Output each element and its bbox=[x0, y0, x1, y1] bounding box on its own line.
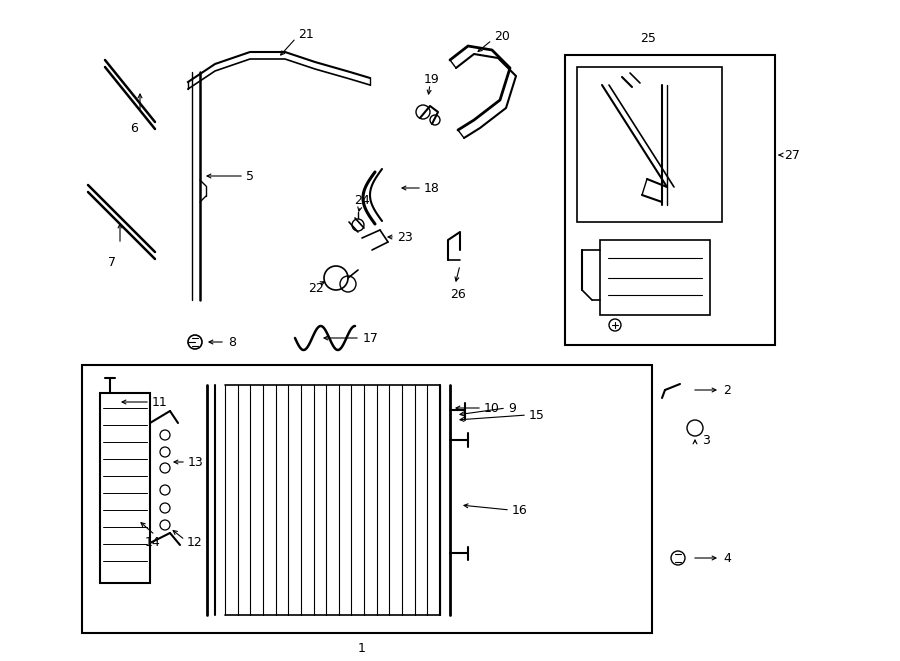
Text: 20: 20 bbox=[494, 30, 510, 42]
Text: 9: 9 bbox=[508, 401, 516, 414]
Text: 14: 14 bbox=[145, 535, 161, 549]
Text: 2: 2 bbox=[723, 383, 731, 397]
Text: 18: 18 bbox=[424, 182, 440, 194]
Text: 7: 7 bbox=[108, 256, 116, 268]
Text: 5: 5 bbox=[246, 169, 254, 182]
Bar bbox=[100, 393, 150, 583]
Text: 15: 15 bbox=[529, 408, 544, 422]
Bar bbox=[82, 365, 652, 633]
Text: 19: 19 bbox=[424, 73, 440, 85]
Bar bbox=[577, 67, 722, 222]
Text: 22: 22 bbox=[308, 282, 324, 295]
Text: 12: 12 bbox=[187, 535, 202, 549]
Text: 25: 25 bbox=[640, 32, 656, 44]
Text: 8: 8 bbox=[228, 336, 236, 348]
Text: 1: 1 bbox=[358, 641, 366, 654]
Bar bbox=[600, 240, 710, 315]
Text: 21: 21 bbox=[298, 28, 314, 40]
Text: 27: 27 bbox=[784, 149, 800, 161]
Text: 13: 13 bbox=[188, 455, 203, 469]
Text: 23: 23 bbox=[397, 231, 413, 243]
Text: 16: 16 bbox=[512, 504, 527, 516]
Text: 6: 6 bbox=[130, 122, 138, 134]
Text: 26: 26 bbox=[450, 288, 466, 301]
Bar bbox=[565, 55, 775, 345]
Text: 3: 3 bbox=[702, 434, 710, 446]
Text: 17: 17 bbox=[363, 332, 379, 344]
Text: 11: 11 bbox=[152, 395, 167, 408]
Text: 24: 24 bbox=[354, 194, 370, 206]
Text: 4: 4 bbox=[723, 551, 731, 564]
Text: 10: 10 bbox=[484, 401, 500, 414]
